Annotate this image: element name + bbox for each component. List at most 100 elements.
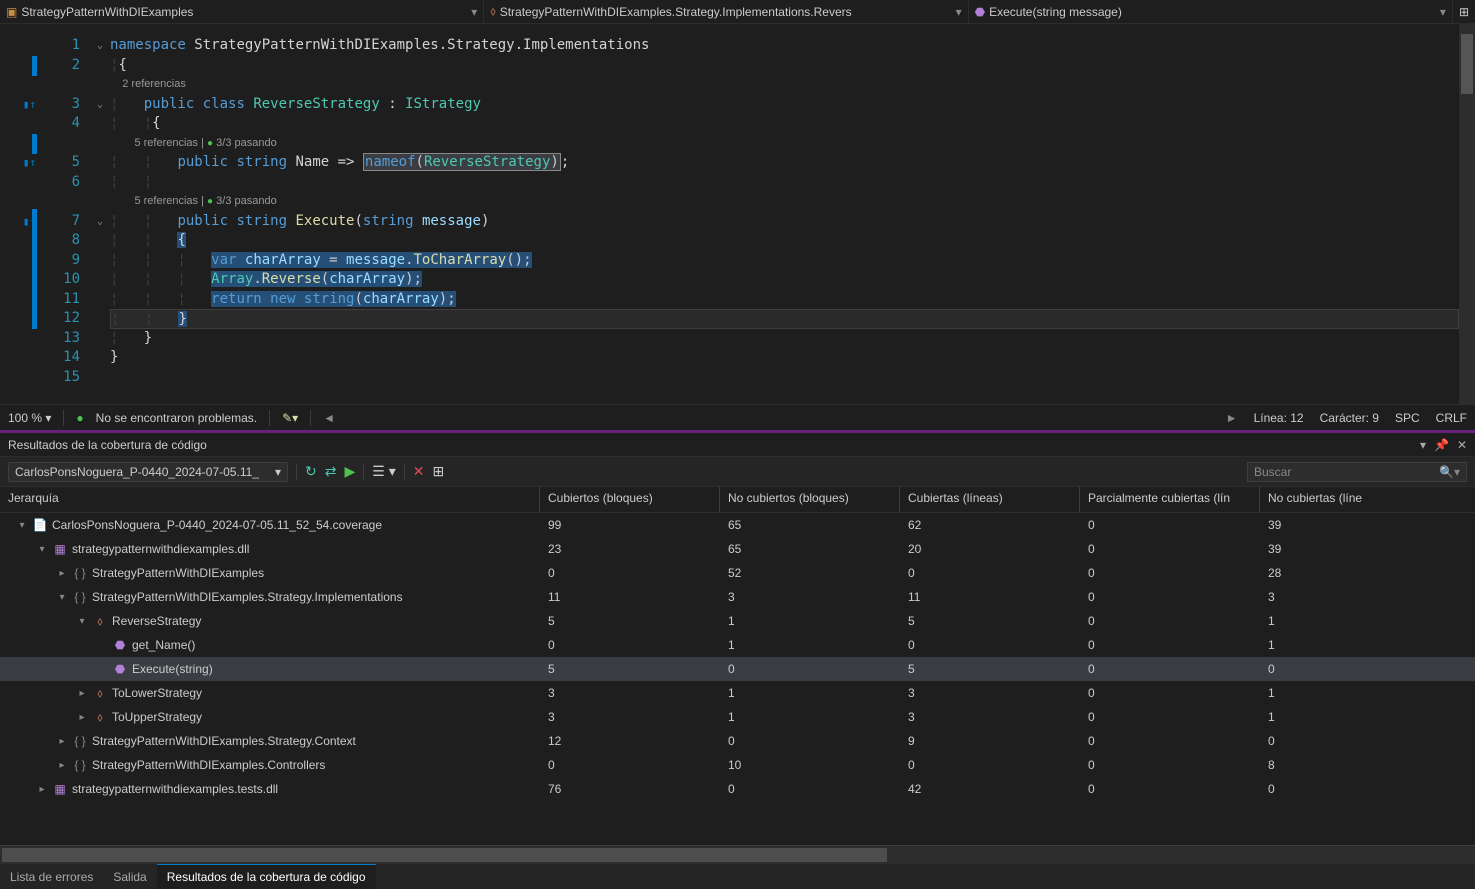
cell-value: 5 — [540, 614, 720, 628]
expand-icon[interactable]: ▸ — [76, 688, 88, 699]
split-button[interactable]: ⊞ — [1453, 0, 1475, 23]
table-row[interactable]: ▸{ }StrategyPatternWithDIExamples.Strate… — [0, 729, 1475, 753]
row-label: ToLowerStrategy — [112, 686, 202, 700]
zoom-level[interactable]: 100 % ▾ — [8, 411, 51, 425]
panel-title: Resultados de la cobertura de código — [8, 438, 207, 452]
close-icon[interactable]: ✕ — [1457, 438, 1467, 452]
fold-icon[interactable]: ⌄ — [90, 36, 110, 56]
editor-scrollbar[interactable] — [1459, 24, 1475, 404]
table-row[interactable]: ▸⬨ToLowerStrategy31301 — [0, 681, 1475, 705]
class-name: StrategyPatternWithDIExamples.Strategy.I… — [500, 5, 852, 19]
cell-value: 0 — [1080, 710, 1260, 724]
cell-value: 0 — [1260, 782, 1440, 796]
cell-value: 1 — [720, 614, 900, 628]
table-row[interactable]: ▾{ }StrategyPatternWithDIExamples.Strate… — [0, 585, 1475, 609]
table-row[interactable]: ▸{ }StrategyPatternWithDIExamples0520028 — [0, 561, 1475, 585]
class-icon: ⬨ — [490, 4, 495, 19]
row-label: ReverseStrategy — [112, 614, 201, 628]
method-icon: ⬣ — [975, 5, 985, 19]
indent-mode[interactable]: SPC — [1395, 411, 1420, 425]
search-input[interactable]: Buscar 🔍▾ — [1247, 462, 1467, 482]
coverage-panel-header: Resultados de la cobertura de código ▾ 📌… — [0, 433, 1475, 457]
options-icon[interactable]: ⊞ — [432, 463, 444, 480]
coverage-file-dropdown[interactable]: CarlosPonsNoguera_P-0440_2024-07-05.11_▾ — [8, 462, 288, 482]
export-icon[interactable]: ⇄ — [325, 463, 337, 480]
table-row[interactable]: ▾⬨ReverseStrategy51501 — [0, 609, 1475, 633]
table-row[interactable]: ▾▦strategypatternwithdiexamples.dll23652… — [0, 537, 1475, 561]
expand-icon[interactable]: ▸ — [36, 784, 48, 795]
tab-coverage[interactable]: Resultados de la cobertura de código — [157, 864, 376, 889]
table-row[interactable]: ▸{ }StrategyPatternWithDIExamples.Contro… — [0, 753, 1475, 777]
code-editor[interactable]: ▮↑ ▮↑ ▮↑ 1 2 3 4 5 6 7 8 9 10 11 12 13 1… — [0, 24, 1475, 404]
row-label: Execute(string) — [132, 662, 213, 676]
filter-icon[interactable]: ☰ ▾ — [372, 463, 395, 480]
cell-value: 1 — [720, 710, 900, 724]
cell-value: 5 — [540, 662, 720, 676]
expand-icon[interactable] — [96, 664, 108, 675]
cell-value: 3 — [900, 686, 1080, 700]
expand-icon[interactable]: ▸ — [76, 712, 88, 723]
row-label: StrategyPatternWithDIExamples — [92, 566, 264, 580]
table-row[interactable]: ▸⬨ToUpperStrategy31301 — [0, 705, 1475, 729]
cell-value: 0 — [720, 662, 900, 676]
cell-value: 3 — [720, 590, 900, 604]
breadcrumb-bar: ▣ StrategyPatternWithDIExamples ▾ ⬨ Stra… — [0, 0, 1475, 24]
cell-value: 8 — [1260, 758, 1440, 772]
table-row[interactable]: ▾📄CarlosPonsNoguera_P-0440_2024-07-05.11… — [0, 513, 1475, 537]
method-dropdown[interactable]: ⬣ Execute(string message) ▾ — [969, 0, 1453, 23]
problems-status[interactable]: No se encontraron problemas. — [96, 411, 257, 425]
column-covered-lines[interactable]: Cubiertas (líneas) — [900, 487, 1080, 512]
nav-back-icon[interactable]: ◄ — [323, 411, 335, 425]
nav-forward-icon[interactable]: ► — [1226, 411, 1238, 425]
chevron-down-icon: ▾ — [471, 5, 477, 19]
brush-icon[interactable]: ✎▾ — [282, 411, 298, 425]
column-partial-lines[interactable]: Parcialmente cubiertas (lín — [1080, 487, 1260, 512]
cell-value: 0 — [1080, 686, 1260, 700]
expand-icon[interactable]: ▸ — [56, 568, 68, 579]
column-hierarchy[interactable]: Jerarquía — [0, 487, 540, 512]
coverage-table: Jerarquía Cubiertos (bloques) No cubiert… — [0, 487, 1475, 863]
expand-icon[interactable]: ▸ — [56, 736, 68, 747]
pin-icon[interactable]: 📌 — [1434, 438, 1449, 452]
expand-icon[interactable]: ▾ — [16, 520, 28, 531]
import-icon[interactable]: ↻ — [305, 463, 317, 480]
fold-icon[interactable]: ⌄ — [90, 95, 110, 115]
code-content[interactable]: namespace StrategyPatternWithDIExamples.… — [110, 24, 1475, 404]
ok-icon: ● — [76, 411, 83, 425]
fold-icon[interactable]: ⌄ — [90, 212, 110, 232]
cell-value: 0 — [720, 782, 900, 796]
cell-value: 0 — [540, 758, 720, 772]
tab-output[interactable]: Salida — [103, 864, 156, 889]
class-dropdown[interactable]: ⬨ StrategyPatternWithDIExamples.Strategy… — [484, 0, 968, 23]
cell-value: 1 — [1260, 614, 1440, 628]
column-uncovered-blocks[interactable]: No cubiertos (bloques) — [720, 487, 900, 512]
expand-icon[interactable]: ▾ — [76, 616, 88, 627]
tab-error-list[interactable]: Lista de errores — [0, 864, 103, 889]
cell-value: 5 — [900, 662, 1080, 676]
run-icon[interactable]: ▶ — [344, 463, 355, 480]
cursor-char: Carácter: 9 — [1320, 411, 1379, 425]
cell-value: 0 — [1080, 758, 1260, 772]
column-uncovered-lines[interactable]: No cubiertas (líne — [1260, 487, 1440, 512]
column-covered-blocks[interactable]: Cubiertos (bloques) — [540, 487, 720, 512]
eol-mode[interactable]: CRLF — [1436, 411, 1467, 425]
scrollbar-thumb[interactable] — [2, 848, 887, 862]
expand-icon[interactable]: ▸ — [56, 760, 68, 771]
cell-value: 1 — [1260, 710, 1440, 724]
dropdown-icon[interactable]: ▾ — [1420, 438, 1426, 452]
cell-value: 3 — [1260, 590, 1440, 604]
cell-value: 42 — [900, 782, 1080, 796]
scrollbar-thumb[interactable] — [1461, 34, 1473, 94]
delete-icon[interactable]: ✕ — [413, 463, 425, 480]
table-row[interactable]: ▸▦strategypatternwithdiexamples.tests.dl… — [0, 777, 1475, 801]
cell-value: 39 — [1260, 542, 1440, 556]
expand-icon[interactable]: ▾ — [56, 592, 68, 603]
project-dropdown[interactable]: ▣ StrategyPatternWithDIExamples ▾ — [0, 0, 484, 23]
row-label: ToUpperStrategy — [112, 710, 202, 724]
expand-icon[interactable] — [96, 640, 108, 651]
horizontal-scrollbar[interactable] — [0, 845, 1475, 863]
expand-icon[interactable]: ▾ — [36, 544, 48, 555]
table-row[interactable]: ⬣Execute(string)50500 — [0, 657, 1475, 681]
split-icon: ⊞ — [1459, 5, 1469, 19]
table-row[interactable]: ⬣get_Name()01001 — [0, 633, 1475, 657]
